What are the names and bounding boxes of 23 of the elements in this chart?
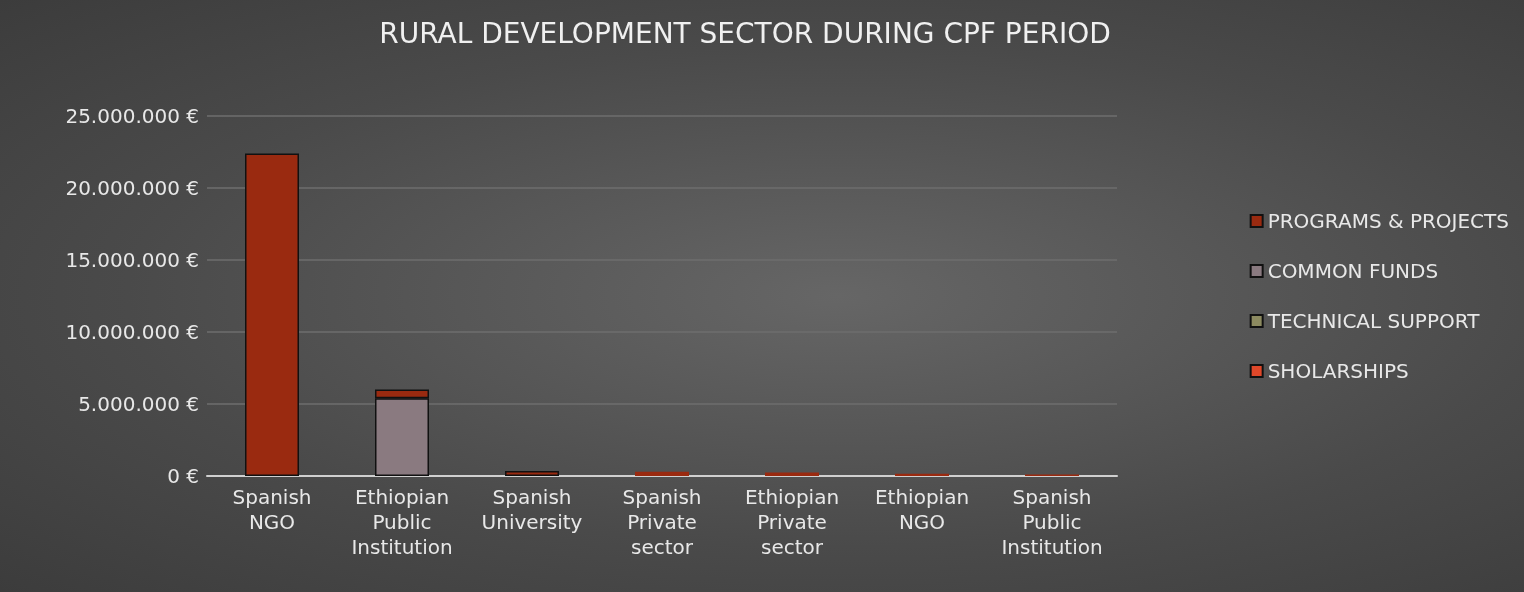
bar: [765, 472, 819, 476]
y-tick-label: 10.000.000 €: [65, 320, 199, 344]
x-tick-label: Ethiopian Public Institution: [351, 484, 453, 559]
bar: [635, 471, 689, 476]
x-tick-label: Ethiopian Private sector: [744, 484, 840, 559]
chart-title: RURAL DEVELOPMENT SECTOR DURING CPF PERIOD: [379, 16, 1111, 50]
x-tick-label: Spanish NGO: [232, 484, 312, 534]
legend-label: TECHNICAL SUPPORT: [1266, 309, 1481, 333]
legend-label: PROGRAMS & PROJECTS: [1267, 209, 1510, 233]
y-tick-label: 25.000.000 €: [65, 104, 199, 128]
bar: [505, 470, 559, 476]
bar: [245, 153, 299, 476]
x-tick-label: Spanish University: [481, 484, 583, 534]
legend-label: SHOLARSHIPS: [1267, 359, 1409, 383]
x-tick-label: Ethiopian NGO: [874, 484, 970, 534]
x-tick-label: Spanish Private sector: [622, 484, 702, 559]
x-tick-label: Spanish Public Institution: [1001, 484, 1103, 559]
y-tick-label: 20.000.000 €: [65, 176, 199, 200]
y-tick-label: 15.000.000 €: [65, 248, 199, 272]
bar: [895, 473, 949, 476]
y-tick-label: 5.000.000 €: [78, 392, 199, 416]
legend-label: COMMON FUNDS: [1267, 259, 1439, 283]
y-tick-label: 0 €: [167, 464, 199, 488]
